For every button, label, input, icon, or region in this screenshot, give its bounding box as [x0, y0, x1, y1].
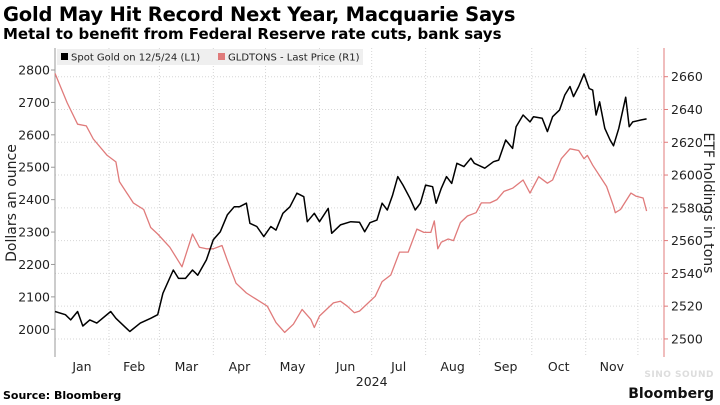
legend-box [57, 49, 363, 65]
x-tick-label: Nov [600, 359, 625, 374]
chart-subtitle: Metal to benefit from Federal Reserve ra… [3, 25, 502, 43]
gldtons-line [54, 73, 648, 334]
x-tick-label: Jul [390, 359, 406, 374]
x-tick-label: Aug [440, 359, 464, 374]
bloomberg-logo: Bloomberg [628, 386, 714, 402]
legend-label-spot-gold: Spot Gold on 12/5/24 (L1) [71, 53, 200, 64]
x-tick-label: Feb [123, 359, 145, 374]
left-tick-label: 2800 [18, 63, 50, 78]
left-tick-label: 2400 [18, 192, 50, 207]
left-tick-label: 2200 [18, 257, 50, 272]
x-tick-label: Jun [335, 359, 356, 374]
x-tick-label: Oct [548, 359, 570, 374]
left-tick-label: 2600 [18, 127, 50, 142]
right-tick-label: 2640 [671, 102, 703, 117]
right-tick-label: 2620 [671, 135, 703, 150]
right-tick-label: 2600 [671, 168, 703, 183]
x-tick-label: Apr [229, 359, 251, 374]
right-axis-title: ETF holdings in tons [700, 133, 716, 274]
watermark: SINO SOUND [644, 370, 714, 380]
left-tick-label: 2700 [18, 95, 50, 110]
chart-title: Gold May Hit Record Next Year, Macquarie… [3, 3, 516, 26]
right-tick-label: 2580 [671, 200, 703, 215]
legend-label-gldtons: GLDTONS - Last Price (R1) [228, 53, 360, 64]
x-tick-label: Mar [175, 359, 199, 374]
right-tick-label: 2520 [671, 299, 703, 314]
left-tick-label: 2300 [18, 225, 50, 240]
left-tick-label: 2000 [18, 322, 50, 337]
spot-gold-line [54, 73, 647, 333]
legend-swatch-spot-gold [61, 53, 68, 60]
right-tick-label: 2540 [671, 266, 703, 281]
left-tick-label: 2100 [18, 289, 50, 304]
source-note: Source: Bloomberg [3, 389, 122, 402]
left-tick-label: 2500 [18, 160, 50, 175]
right-tick-label: 2660 [671, 69, 703, 84]
left-axis-title: Dollars an ounce [4, 144, 20, 262]
right-tick-label: 2560 [671, 233, 703, 248]
x-axis-title: 2024 [356, 374, 388, 389]
x-tick-label: Sep [494, 359, 518, 374]
right-tick-label: 2500 [671, 331, 703, 346]
legend-swatch-gldtons [218, 53, 225, 60]
x-tick-label: Jan [71, 359, 91, 374]
x-tick-label: May [280, 359, 306, 374]
